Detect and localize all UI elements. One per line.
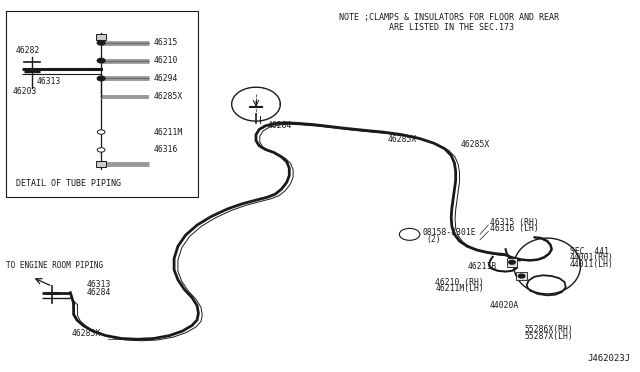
Text: 46211M: 46211M <box>154 128 183 137</box>
Text: 46211B: 46211B <box>467 262 497 270</box>
Text: 46315 (RH): 46315 (RH) <box>490 218 538 227</box>
Circle shape <box>97 76 105 81</box>
Text: 46316 (LH): 46316 (LH) <box>490 224 538 233</box>
Text: 46285X: 46285X <box>461 140 490 149</box>
Text: 46285X: 46285X <box>387 135 417 144</box>
Circle shape <box>97 130 105 134</box>
Text: (2): (2) <box>426 235 441 244</box>
Circle shape <box>97 148 105 152</box>
Text: 46282: 46282 <box>16 46 40 55</box>
Circle shape <box>97 58 105 63</box>
Text: 46211M(LH): 46211M(LH) <box>435 284 484 293</box>
Text: 46294: 46294 <box>154 74 178 83</box>
Text: 46284: 46284 <box>86 288 111 296</box>
Bar <box>6 11 198 197</box>
Circle shape <box>509 260 515 264</box>
Bar <box>516 272 527 280</box>
Text: 44011(LH): 44011(LH) <box>570 260 614 269</box>
Text: B: B <box>407 230 412 239</box>
Text: TO ENGINE ROOM PIPING: TO ENGINE ROOM PIPING <box>6 262 104 270</box>
Text: 46313: 46313 <box>37 77 61 86</box>
Circle shape <box>97 41 105 45</box>
Bar <box>96 161 106 167</box>
Text: 46285X: 46285X <box>72 328 101 337</box>
Text: 46210 (RH): 46210 (RH) <box>435 278 484 286</box>
Bar <box>96 34 106 40</box>
Text: 44020A: 44020A <box>490 301 519 310</box>
Text: 46315: 46315 <box>154 38 178 47</box>
Circle shape <box>399 228 420 240</box>
Text: 46313: 46313 <box>86 280 111 289</box>
Text: 44001(RH): 44001(RH) <box>570 253 614 262</box>
Text: DETAIL OF TUBE PIPING: DETAIL OF TUBE PIPING <box>16 179 121 188</box>
Text: 55287X(LH): 55287X(LH) <box>525 331 573 340</box>
Text: 08158-8301E: 08158-8301E <box>422 228 476 237</box>
Text: J462023J: J462023J <box>588 354 630 363</box>
Text: SEC. 441: SEC. 441 <box>570 247 609 256</box>
Text: 46203: 46203 <box>13 87 37 96</box>
Text: 46284: 46284 <box>268 121 292 130</box>
Text: 46210: 46210 <box>154 56 178 65</box>
Text: NOTE ;CLAMPS & INSULATORS FOR FLOOR AND REAR
          ARE LISTED IN THE SEC.173: NOTE ;CLAMPS & INSULATORS FOR FLOOR AND … <box>339 13 559 32</box>
Circle shape <box>518 274 525 278</box>
Text: 46285X: 46285X <box>154 92 183 101</box>
Text: 46316: 46316 <box>154 145 178 154</box>
Text: 55286X(RH): 55286X(RH) <box>525 325 573 334</box>
Bar <box>507 258 517 267</box>
